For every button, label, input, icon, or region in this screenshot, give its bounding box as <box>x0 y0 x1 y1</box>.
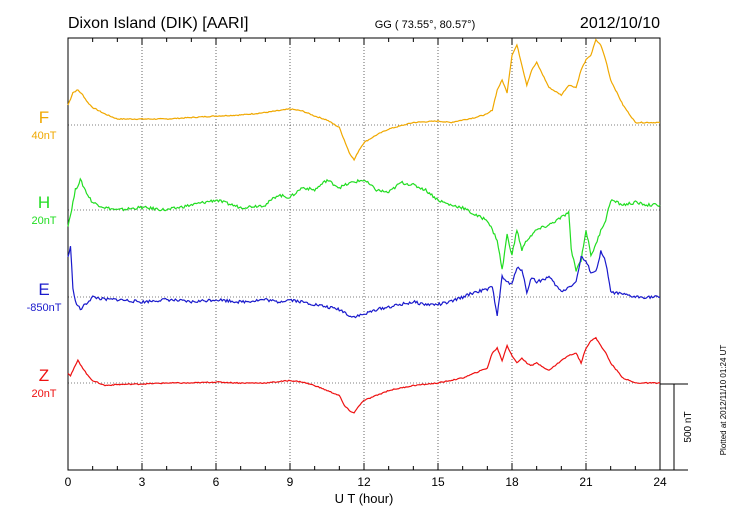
series-name-e: E <box>38 280 49 299</box>
series-line-h <box>67 177 661 272</box>
series-line-f <box>67 38 661 162</box>
series-name-h: H <box>38 193 50 212</box>
x-tick-label: 9 <box>287 475 294 489</box>
x-axis-label: U T (hour) <box>335 491 394 506</box>
station-coordinates: GG ( 73.55°, 80.57°) <box>375 19 476 31</box>
scale-bar: 500 nT <box>660 383 694 471</box>
series-baseline-label-z: 20nT <box>31 388 56 400</box>
series-baseline-label-h: 20nT <box>31 215 56 227</box>
series-line-z <box>67 336 661 414</box>
plot-date: 2012/10/10 <box>580 15 660 32</box>
x-tick-label: 12 <box>357 475 371 489</box>
x-tick-label: 18 <box>505 475 519 489</box>
station-title: Dixon Island (DIK) [AARI] <box>68 15 249 32</box>
x-tick-label: 6 <box>213 475 220 489</box>
series-name-f: F <box>39 108 49 127</box>
x-tick-label: 0 <box>65 475 72 489</box>
scale-bar-label: 500 nT <box>683 411 694 442</box>
x-tick-label: 3 <box>139 475 146 489</box>
x-axis-ticks: 0 3 6 9 12 15 18 21 24 <box>65 38 667 489</box>
x-tick-label: 24 <box>653 475 667 489</box>
vertical-grid <box>141 38 587 470</box>
series-baseline-label-e: -850nT <box>27 302 62 314</box>
series-name-z: Z <box>39 366 49 385</box>
plotted-timestamp: Plotted at 2012/11/10 01:24 UT <box>719 345 728 456</box>
series-line-e <box>67 245 661 319</box>
series-baseline-label-f: 40nT <box>31 130 56 142</box>
x-tick-label: 21 <box>579 475 593 489</box>
x-tick-label: 15 <box>431 475 445 489</box>
series-group <box>67 38 661 414</box>
series-labels: F 40nT H 20nT E -850nT Z 20nT <box>27 108 62 400</box>
